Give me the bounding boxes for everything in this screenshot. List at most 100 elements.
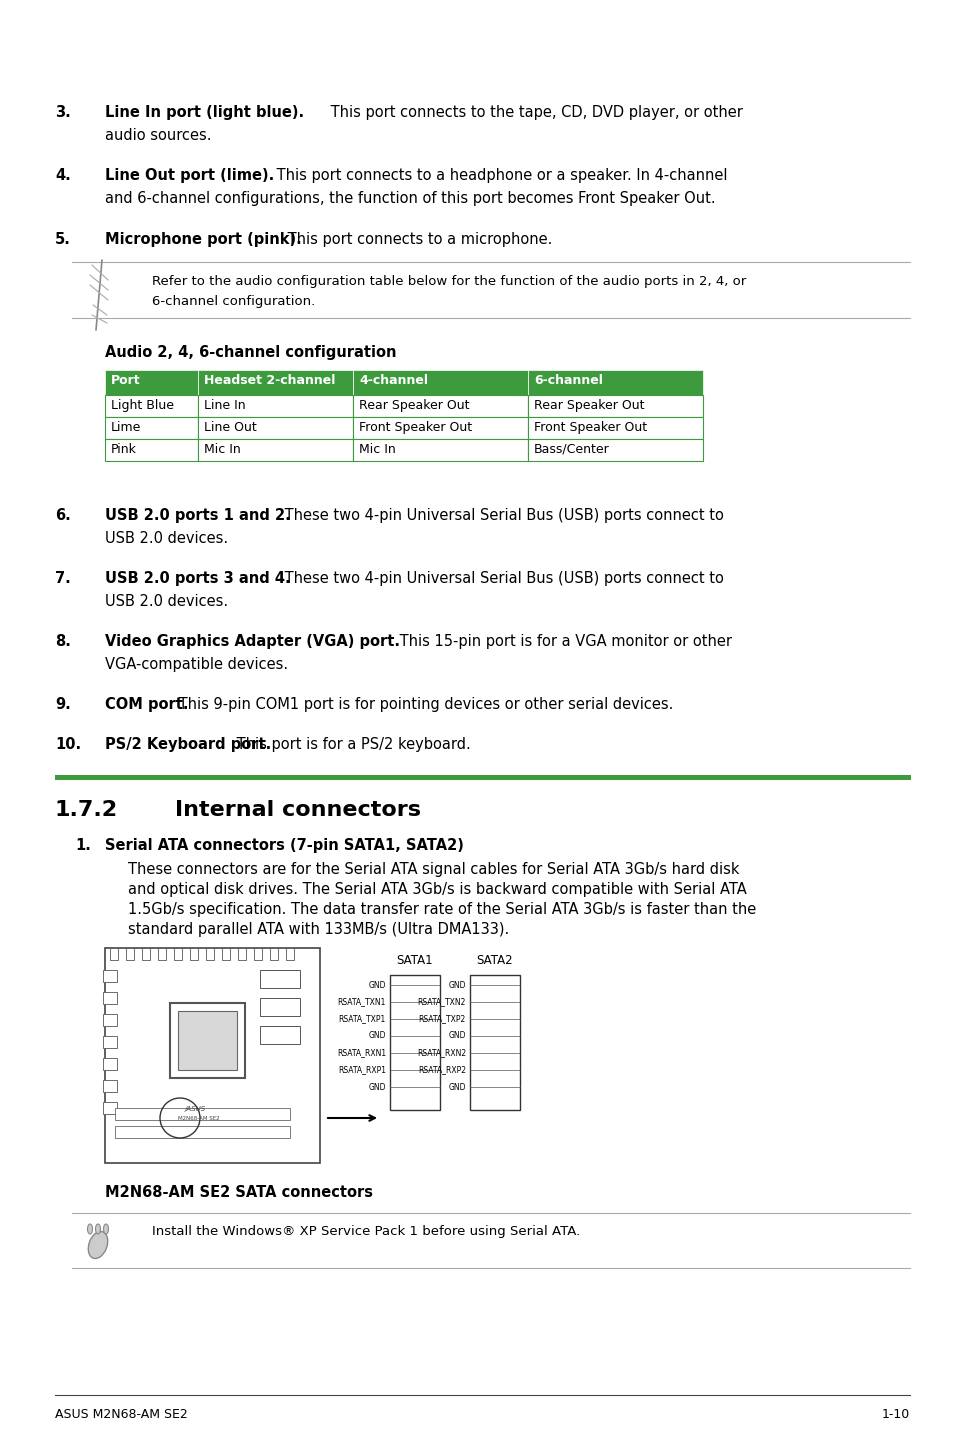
Bar <box>253 948 262 959</box>
Bar <box>206 948 213 959</box>
Bar <box>527 395 702 417</box>
Bar <box>222 948 230 959</box>
Text: Lime: Lime <box>111 421 141 434</box>
Text: Line Out: Line Out <box>204 421 256 434</box>
Text: This port connects to a headphone or a speaker. In 4-channel: This port connects to a headphone or a s… <box>272 168 727 183</box>
Text: Internal connectors: Internal connectors <box>174 800 420 821</box>
Bar <box>198 395 353 417</box>
Text: USB 2.0 ports 1 and 2.: USB 2.0 ports 1 and 2. <box>105 508 291 523</box>
Text: Line In: Line In <box>204 400 245 412</box>
Bar <box>105 369 198 395</box>
Text: 7.: 7. <box>55 571 71 586</box>
Bar <box>190 948 198 959</box>
Text: Line In port (light blue).: Line In port (light blue). <box>105 105 304 120</box>
Text: Audio 2, 4, 6-channel configuration: Audio 2, 4, 6-channel configuration <box>105 345 396 359</box>
Text: 5.: 5. <box>55 232 71 246</box>
Bar <box>390 975 439 1110</box>
Text: Front Speaker Out: Front Speaker Out <box>534 421 646 434</box>
Bar <box>103 1058 117 1070</box>
Text: audio sources.: audio sources. <box>105 127 212 143</box>
Text: 3.: 3. <box>55 105 71 120</box>
Text: This port connects to the tape, CD, DVD player, or other: This port connects to the tape, CD, DVD … <box>326 105 742 120</box>
Text: and optical disk drives. The Serial ATA 3Gb/s is backward compatible with Serial: and optical disk drives. The Serial ATA … <box>128 882 746 896</box>
Bar <box>527 417 702 440</box>
Text: COM port.: COM port. <box>105 697 189 712</box>
Text: This port connects to a microphone.: This port connects to a microphone. <box>283 232 552 246</box>
Text: RSATA_RXN2: RSATA_RXN2 <box>416 1048 465 1057</box>
Text: This 15-pin port is for a VGA monitor or other: This 15-pin port is for a VGA monitor or… <box>395 634 731 649</box>
Text: VGA-compatible devices.: VGA-compatible devices. <box>105 657 288 672</box>
Text: Light Blue: Light Blue <box>111 400 173 412</box>
Text: Mic In: Mic In <box>204 442 240 455</box>
Text: 1.5Gb/s specification. The data transfer rate of the Serial ATA 3Gb/s is faster : 1.5Gb/s specification. The data transfer… <box>128 902 756 916</box>
Bar <box>198 440 353 461</box>
Bar <box>286 948 294 959</box>
Text: 4.: 4. <box>55 168 71 183</box>
Bar <box>353 395 527 417</box>
Text: M2N68-AM SE2: M2N68-AM SE2 <box>178 1116 219 1121</box>
Bar <box>353 369 527 395</box>
Bar <box>260 969 299 988</box>
Text: Mic In: Mic In <box>358 442 395 455</box>
Text: 6.: 6. <box>55 508 71 523</box>
Text: RSATA_TXN1: RSATA_TXN1 <box>337 998 386 1007</box>
Text: This port is for a PS/2 keyboard.: This port is for a PS/2 keyboard. <box>232 737 470 752</box>
Text: GND: GND <box>368 981 386 990</box>
Text: 10.: 10. <box>55 737 81 752</box>
Text: Rear Speaker Out: Rear Speaker Out <box>534 400 644 412</box>
Text: 1-10: 1-10 <box>881 1408 909 1421</box>
Text: USB 2.0 devices.: USB 2.0 devices. <box>105 594 228 609</box>
Text: Video Graphics Adapter (VGA) port.: Video Graphics Adapter (VGA) port. <box>105 634 399 649</box>
Text: GND: GND <box>368 1031 386 1041</box>
Text: Bass/Center: Bass/Center <box>534 442 609 455</box>
Text: Pink: Pink <box>111 442 136 455</box>
Text: USB 2.0 ports 3 and 4.: USB 2.0 ports 3 and 4. <box>105 571 291 586</box>
Text: Front Speaker Out: Front Speaker Out <box>358 421 472 434</box>
Text: 9.: 9. <box>55 697 71 712</box>
Bar <box>103 1035 117 1048</box>
Bar <box>260 998 299 1015</box>
Text: 4-channel: 4-channel <box>358 374 428 387</box>
Bar <box>103 969 117 982</box>
Text: RSATA_TXP2: RSATA_TXP2 <box>418 1014 465 1024</box>
Bar <box>115 1126 290 1138</box>
Bar <box>527 369 702 395</box>
Bar <box>103 992 117 1004</box>
Text: GND: GND <box>448 981 465 990</box>
Text: GND: GND <box>368 1083 386 1091</box>
Bar <box>55 775 910 780</box>
Text: USB 2.0 devices.: USB 2.0 devices. <box>105 531 228 546</box>
Text: These two 4-pin Universal Serial Bus (USB) ports connect to: These two 4-pin Universal Serial Bus (US… <box>280 571 723 586</box>
Bar <box>110 948 118 959</box>
Text: 1.7.2: 1.7.2 <box>55 800 118 821</box>
Bar <box>103 1103 117 1114</box>
Text: GND: GND <box>448 1083 465 1091</box>
Text: These two 4-pin Universal Serial Bus (USB) ports connect to: These two 4-pin Universal Serial Bus (US… <box>280 508 723 523</box>
Bar <box>237 948 246 959</box>
Bar <box>260 1025 299 1044</box>
Bar <box>103 1080 117 1093</box>
Text: Serial ATA connectors (7-pin SATA1, SATA2): Serial ATA connectors (7-pin SATA1, SATA… <box>105 838 463 853</box>
Text: and 6-channel configurations, the function of this port becomes Front Speaker Ou: and 6-channel configurations, the functi… <box>105 190 715 206</box>
Bar <box>105 395 198 417</box>
Text: These connectors are for the Serial ATA signal cables for Serial ATA 3Gb/s hard : These connectors are for the Serial ATA … <box>128 862 739 876</box>
Bar <box>158 948 166 959</box>
Ellipse shape <box>95 1224 100 1234</box>
Text: SATA2: SATA2 <box>476 954 513 967</box>
Text: RSATA_TXP1: RSATA_TXP1 <box>338 1014 386 1024</box>
Bar <box>142 948 150 959</box>
Text: Rear Speaker Out: Rear Speaker Out <box>358 400 469 412</box>
Text: This 9-pin COM1 port is for pointing devices or other serial devices.: This 9-pin COM1 port is for pointing dev… <box>173 697 673 712</box>
Bar <box>527 440 702 461</box>
Bar <box>126 948 133 959</box>
Bar <box>198 417 353 440</box>
Bar <box>270 948 277 959</box>
Bar <box>173 948 182 959</box>
Bar <box>105 417 198 440</box>
Text: RSATA_TXN2: RSATA_TXN2 <box>417 998 465 1007</box>
Text: M2N68-AM SE2 SATA connectors: M2N68-AM SE2 SATA connectors <box>105 1186 373 1200</box>
Text: /ASUS: /ASUS <box>185 1106 206 1113</box>
Bar <box>353 417 527 440</box>
Ellipse shape <box>88 1224 92 1234</box>
Text: RSATA_RXP1: RSATA_RXP1 <box>337 1065 386 1074</box>
